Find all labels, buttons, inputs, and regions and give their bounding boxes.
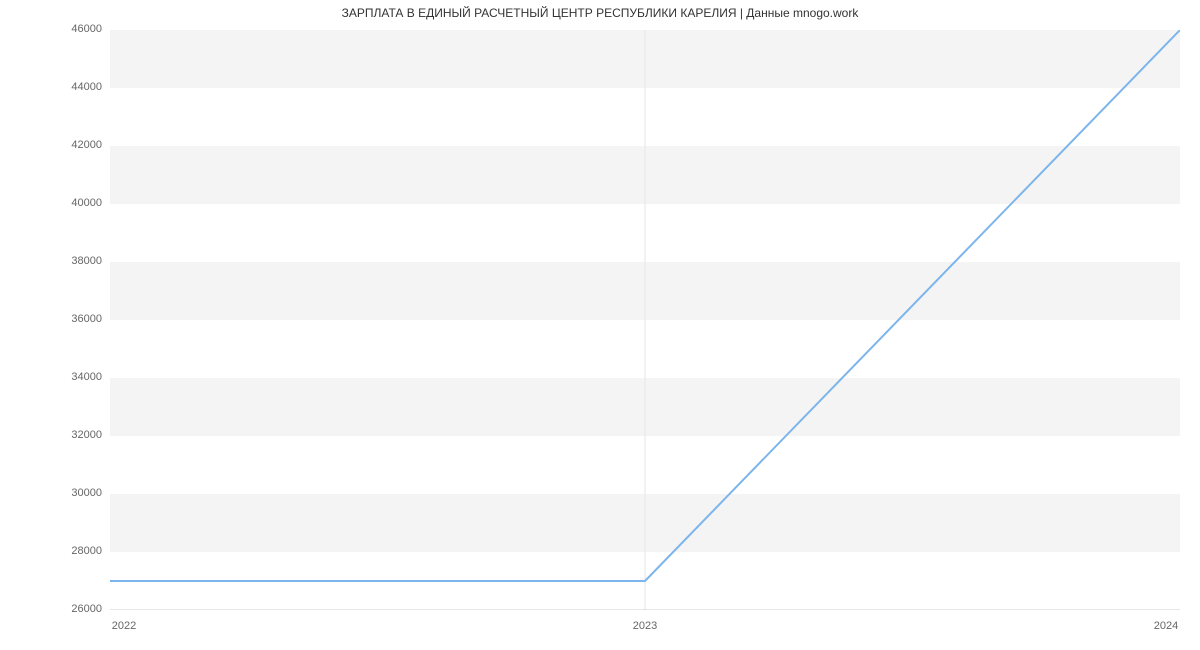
plot-area: [110, 30, 1180, 610]
x-tick-label: 2024: [1154, 620, 1178, 632]
y-tick-label: 26000: [42, 603, 102, 615]
chart-title: ЗАРПЛАТА В ЕДИНЫЙ РАСЧЕТНЫЙ ЦЕНТР РЕСПУБ…: [0, 6, 1200, 20]
y-tick-label: 30000: [42, 487, 102, 499]
y-tick-label: 42000: [42, 139, 102, 151]
y-tick-label: 40000: [42, 197, 102, 209]
y-tick-label: 46000: [42, 23, 102, 35]
y-tick-label: 28000: [42, 545, 102, 557]
x-tick-label: 2022: [112, 620, 136, 632]
y-tick-label: 36000: [42, 313, 102, 325]
salary-line-chart: ЗАРПЛАТА В ЕДИНЫЙ РАСЧЕТНЫЙ ЦЕНТР РЕСПУБ…: [0, 0, 1200, 650]
y-tick-label: 34000: [42, 371, 102, 383]
y-tick-label: 38000: [42, 255, 102, 267]
y-tick-label: 32000: [42, 429, 102, 441]
y-tick-label: 44000: [42, 81, 102, 93]
chart-svg: [110, 30, 1180, 610]
x-tick-label: 2023: [633, 620, 657, 632]
